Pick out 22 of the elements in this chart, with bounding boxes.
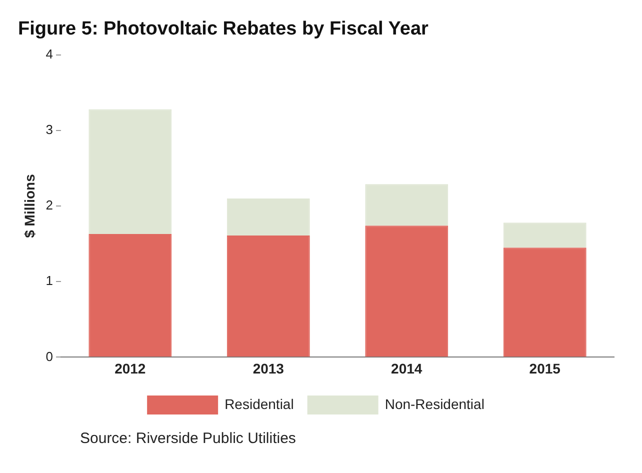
y-tick-label: 1 xyxy=(46,273,54,288)
y-tick-label: 3 xyxy=(46,122,54,137)
chart-title: Figure 5: Photovoltaic Rebates by Fiscal Year xyxy=(18,18,430,40)
x-tick-label: 2012 xyxy=(114,360,146,376)
bar xyxy=(88,234,172,357)
y-tick-label: 0 xyxy=(46,348,54,364)
x-tick-label: 2015 xyxy=(529,360,561,376)
legend-label: Residential xyxy=(224,396,294,412)
bar xyxy=(365,226,448,357)
bar xyxy=(365,184,448,226)
source-note: Source: Riverside Public Utilities xyxy=(80,430,297,447)
y-tick-label: 2 xyxy=(46,198,54,213)
y-axis-title: $ Millions xyxy=(21,174,38,238)
legend-label: Non-Residential xyxy=(384,396,484,412)
bar xyxy=(226,198,310,236)
x-tick-label: 2014 xyxy=(391,360,422,376)
x-tick-label: 2013 xyxy=(252,360,284,376)
bar xyxy=(88,109,172,234)
y-tick-label: 4 xyxy=(46,46,54,62)
bar xyxy=(226,235,310,357)
bar xyxy=(503,248,586,357)
bar xyxy=(503,222,586,248)
